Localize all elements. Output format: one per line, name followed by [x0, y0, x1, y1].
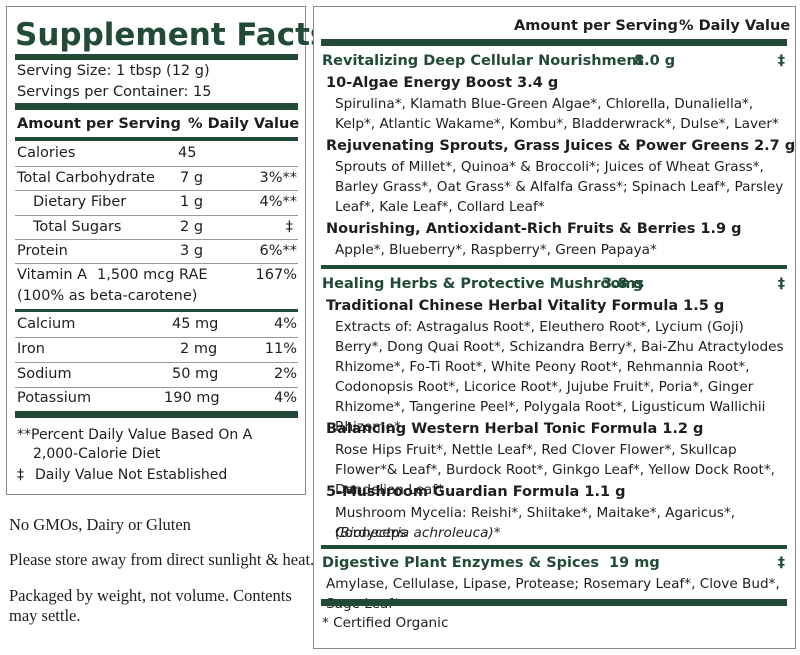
group-ingredients: Amylase, Cellulase, Lipase, Protease; Ro…	[326, 576, 780, 612]
row-divider	[15, 337, 298, 338]
section-dv: ‡	[777, 53, 785, 69]
serving-rule	[15, 103, 298, 110]
row-name: Dietary Fiber	[33, 194, 127, 210]
row-name: Sodium	[17, 366, 72, 382]
section-name: Revitalizing Deep Cellular Nourishment	[322, 53, 644, 69]
row-dv: 4%**	[259, 194, 297, 210]
section-amount: 19 mg	[609, 555, 660, 571]
section-rule	[321, 265, 787, 269]
row-amount: 2 mg	[180, 341, 218, 357]
blend-header-rule	[321, 39, 787, 46]
group-ingredients: Spirulina*, Klamath Blue-Green Algae*, C…	[335, 96, 779, 132]
row-amount: 2 g	[180, 219, 204, 235]
footnote-dv-not-established: Daily Value Not Established	[35, 467, 228, 483]
group-ingredients: Extracts of: Astragalus Root*, Eleuthero…	[335, 319, 784, 435]
note-storage: Please store away from direct sunlight &…	[9, 550, 315, 569]
row-name: Protein	[17, 243, 68, 259]
row-note: (100% as beta-carotene)	[17, 288, 198, 304]
section-rule	[321, 599, 787, 606]
section-dv: ‡	[777, 276, 785, 292]
section-rule	[321, 545, 787, 549]
row-divider	[15, 239, 298, 240]
group-title: Traditional Chinese Herbal Vitality Form…	[326, 298, 725, 314]
servings-per-container: Servings per Container: 15	[17, 84, 212, 100]
row-divider	[15, 263, 298, 264]
section-amount: 3.8 g	[602, 276, 644, 292]
section-name: Healing Herbs & Protective Mushrooms	[322, 276, 645, 292]
header-dv: % Daily Value	[188, 116, 300, 132]
supplement-facts-panel: Supplement Facts Serving Size: 1 tbsp (1…	[6, 6, 328, 495]
row-dv: 11%	[264, 341, 297, 357]
table-end-rule	[15, 411, 298, 418]
serving-size: Serving Size: 1 tbsp (12 g)	[17, 63, 210, 79]
row-dv: 4%	[273, 316, 297, 332]
row-dv: 4%	[273, 390, 297, 406]
header-amount: Amount per Serving	[17, 116, 181, 132]
group-title: Nourishing, Antioxidant-Rich Fruits & Be…	[326, 221, 742, 237]
row-amount: 3 g	[180, 243, 204, 259]
note-packaged: Packaged by weight, not volume. Contents	[9, 586, 292, 605]
row-name: Potassium	[17, 390, 92, 406]
row-dv: ‡	[285, 219, 293, 235]
row-amount: 50 mg	[172, 366, 219, 382]
row-name: Total Carbohydrate	[17, 170, 155, 186]
note-settle: may settle.	[9, 606, 81, 625]
row-amount: 1,500 mcg RAE	[97, 267, 208, 283]
row-dv: 3%**	[259, 170, 297, 186]
footnote-diet: 2,000-Calorie Diet	[33, 446, 161, 462]
row-dv: 2%	[273, 366, 297, 382]
row-name: Iron	[17, 341, 45, 357]
row-amount: 190 mg	[164, 390, 220, 406]
group-title: Rejuvenating Sprouts, Grass Juices & Pow…	[326, 138, 796, 154]
group-ingredients: Sprouts of Millet*, Quinoa* & Broccoli*;…	[335, 159, 784, 215]
row-dv: 167%	[255, 267, 297, 283]
certified-organic: * Certified Organic	[322, 615, 449, 631]
row-divider	[15, 166, 298, 167]
row-name: Calories	[17, 145, 76, 161]
section-amount: 8.0 g	[634, 53, 676, 69]
group-ingredients: Rose Hips Fruit*, Nettle Leaf*, Red Clov…	[335, 442, 775, 498]
row-name: Total Sugars	[33, 219, 122, 235]
row-amount: 45 mg	[172, 316, 219, 332]
row-divider	[15, 215, 298, 216]
row-divider	[15, 190, 298, 191]
footnote-percent: **Percent Daily Value Based On A	[17, 427, 253, 443]
note-no-gmos: No GMOs, Dairy or Gluten	[9, 515, 191, 534]
facts-title: Supplement Facts	[15, 17, 329, 53]
group-ingredients: Apple*, Blueberry*, Raspberry*, Green Pa…	[335, 242, 657, 258]
footnote-symbol: ‡	[17, 467, 24, 483]
blend-header-dv: % Daily Value	[679, 18, 791, 34]
group-title: Balancing Western Herbal Tonic Formula 1…	[326, 421, 704, 437]
section-dv: ‡	[777, 555, 785, 571]
row-name: Vitamin A	[17, 267, 88, 283]
title-rule	[15, 54, 298, 60]
row-divider	[15, 362, 298, 363]
group-title: 5-Mushroom Guardian Formula 1.1 g	[326, 484, 626, 500]
row-amount: 1 g	[180, 194, 204, 210]
row-amount: 7 g	[180, 170, 204, 186]
group-title: 10-Algae Energy Boost 3.4 g	[326, 75, 559, 91]
row-amount: 45	[178, 145, 197, 161]
row-dv: 6%**	[259, 243, 297, 259]
group-ingredients-latin: (Bionectria achroleuca)*	[335, 525, 501, 541]
blend-panel: Amount per Serving % Daily Value Revital…	[313, 6, 796, 649]
section-name: Digestive Plant Enzymes & Spices	[322, 555, 600, 571]
group-ingredients: Mushroom Mycelia: Reishi*, Shiitake*, Ma…	[335, 505, 736, 541]
row-name: Calcium	[17, 316, 76, 332]
vitamin-rule	[15, 309, 298, 312]
row-divider	[15, 387, 298, 388]
blend-header-amount: Amount per Serving	[514, 18, 678, 34]
header-rule	[15, 137, 298, 141]
